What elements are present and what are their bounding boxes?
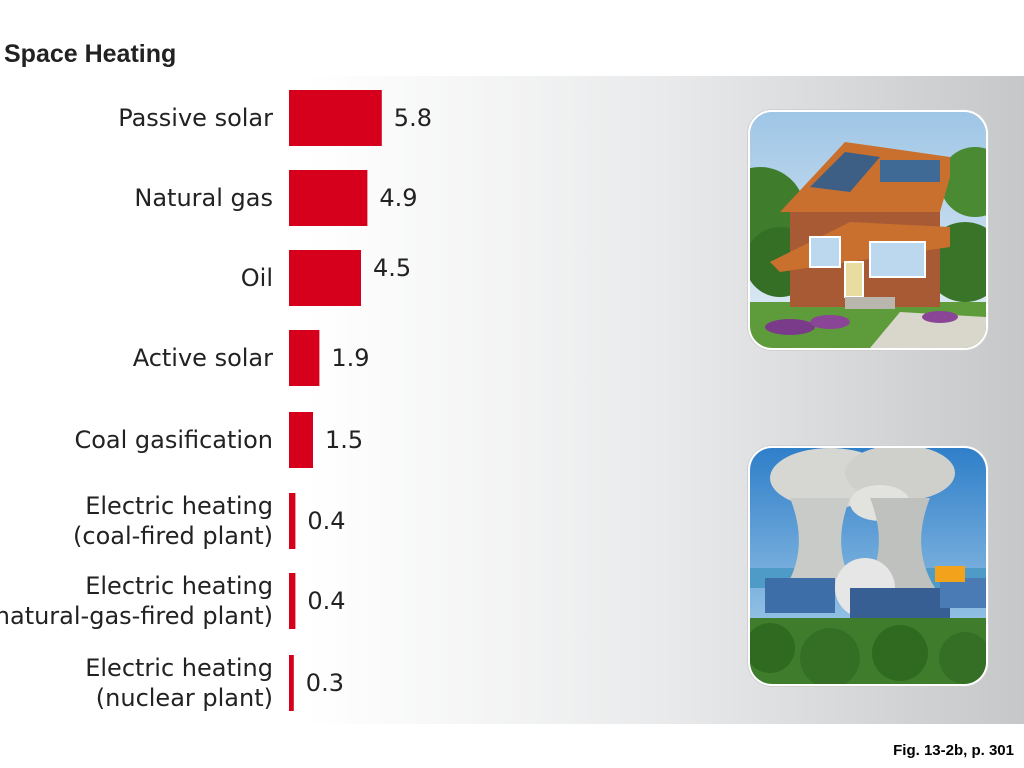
value-label: 0.4 [307, 587, 345, 615]
category-label: Natural gas [134, 184, 273, 212]
category-label: Oil [241, 264, 273, 292]
category-label: Electric heating (coal-fired plant) [73, 492, 273, 550]
category-label: Coal gasification [74, 426, 273, 454]
value-label: 4.9 [379, 184, 417, 212]
bar [289, 655, 294, 711]
bar [289, 412, 313, 468]
house-image [748, 110, 988, 350]
value-label: 1.9 [331, 344, 369, 372]
bar [289, 330, 320, 386]
bar [289, 493, 296, 549]
value-label: 1.5 [325, 426, 363, 454]
value-label: 5.8 [394, 104, 432, 132]
bar [289, 170, 368, 226]
bar [289, 250, 361, 306]
category-label: Electric heating (nuclear plant) [85, 654, 273, 712]
value-label: 4.5 [373, 254, 411, 282]
value-label: 0.4 [307, 507, 345, 535]
bar [289, 573, 296, 629]
category-label: Active solar [133, 344, 273, 372]
bar [289, 90, 382, 146]
value-label: 0.3 [306, 669, 344, 697]
power-plant-image [748, 446, 988, 686]
category-label: Passive solar [118, 104, 273, 132]
category-label: Electric heating (natural-gas-fired plant… [0, 572, 273, 630]
figure-caption: Fig. 13-2b, p. 301 [893, 742, 1014, 759]
chart-title: Space Heating [4, 40, 177, 68]
